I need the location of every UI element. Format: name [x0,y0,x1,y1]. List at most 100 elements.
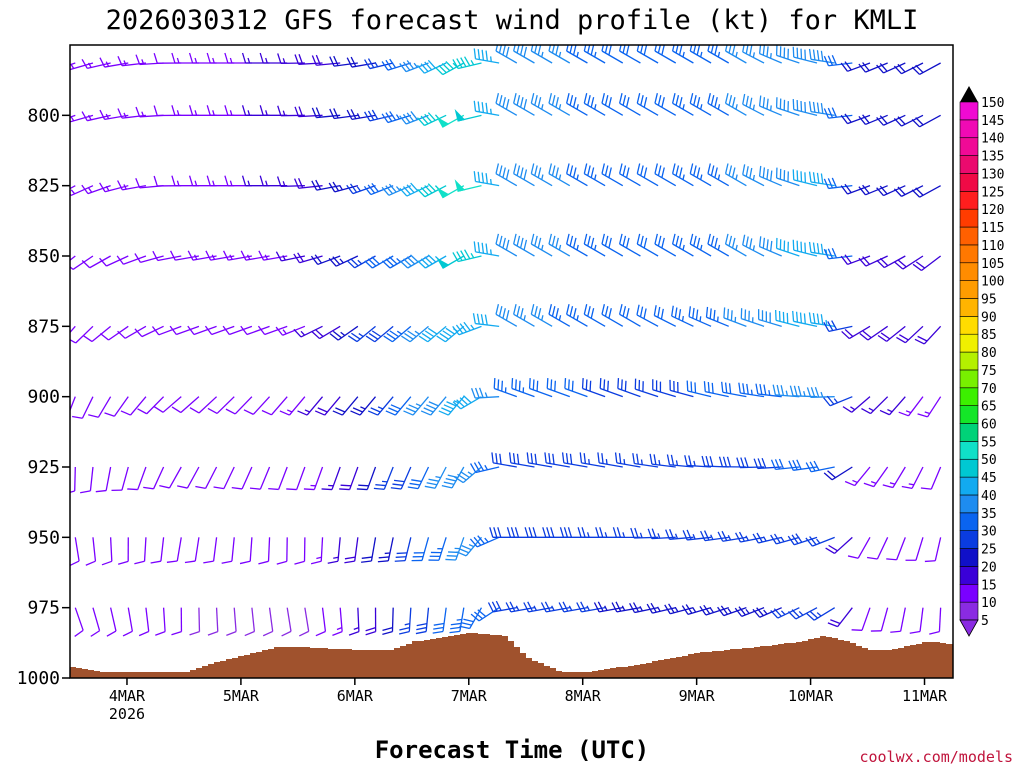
colorbar-label: 80 [981,346,997,361]
barb-feather [657,306,661,318]
barb-half-feather [682,104,685,110]
wind-barb [758,45,782,64]
barb-feather [150,560,162,564]
barb-feather [668,603,675,614]
barb-feather [675,45,679,54]
barb-feather [80,490,91,494]
barb-staff [124,325,147,339]
x-tick-label: 4MAR [109,687,146,705]
barb-half-feather [541,244,544,251]
wind-barb [470,387,500,399]
barb-half-feather [212,180,215,186]
barb-feather [396,552,408,555]
wind-barb [636,304,659,327]
barb-feather [184,560,196,564]
barb-feather [498,235,503,247]
wind-barb [117,180,147,191]
barb-feather [385,258,394,267]
barb-staff [163,677,165,678]
wind-barb [441,466,465,489]
barb-feather [766,46,769,57]
barb-feather [566,304,570,315]
barb-feather [390,487,402,490]
barb-feather [823,397,831,407]
barb-feather [617,378,620,389]
wind-barb [893,185,924,197]
barb-feather [571,380,574,392]
barb-feather [470,388,476,399]
wind-barb [671,45,694,64]
wind-barb [792,310,818,327]
barb-feather [424,485,436,489]
wind-barb [863,466,889,488]
barb-feather [239,560,251,565]
colorbar-box [959,387,979,406]
wind-barb [314,396,341,416]
barb-feather [625,167,630,178]
barb-staff [847,114,871,125]
wind-barb [70,466,76,493]
barb-feather [773,533,781,544]
wind-barb [294,537,306,565]
barb-feather [696,45,701,56]
barb-feather [519,237,524,249]
barb-feather [705,306,709,318]
wind-barb [399,111,429,125]
wind-barb [145,677,147,678]
barb-feather [402,113,411,123]
barb-feather [730,310,733,321]
wind-barb [861,396,889,415]
wind-barb [294,106,323,118]
barb-feather [383,335,393,343]
wind-barb [452,249,482,263]
wind-barb [583,304,606,327]
barb-feather [604,95,609,106]
wind-barb [841,325,871,340]
barb-half-feather [870,481,877,484]
wind-barb [411,537,430,562]
wind-barb [546,377,571,398]
wind-barb [99,255,129,267]
colorbar-label: 5 [981,614,989,629]
barb-feather [820,50,824,62]
barb-feather [681,605,689,615]
barb-feather [686,529,692,540]
wind-barb [912,255,942,272]
barb-feather [513,304,517,315]
wind-barb [775,167,800,187]
barb-feather [70,120,71,122]
barb-feather [314,410,326,416]
colorbar-box [959,137,979,156]
barb-staff [233,607,237,632]
barb-feather [555,308,559,319]
barb-staff [867,325,889,341]
wind-barb [224,105,252,116]
wind-barb [420,396,447,416]
x-tick-label: 5MAR [223,687,260,705]
barb-feather [548,163,553,174]
barb-half-feather [692,607,697,613]
wind-barb [416,59,447,74]
wind-barb [171,105,199,116]
colorbar-label: 105 [981,257,1004,272]
wind-barb [261,396,288,416]
barb-half-feather [674,606,679,613]
barb-feather [432,630,444,634]
barb-half-feather [752,104,755,110]
barb-feather [724,163,729,174]
barb-staff [268,607,274,632]
barb-feather [439,332,449,340]
y-tick-label: 950 [27,527,60,548]
wind-barb [473,241,500,257]
wind-barb [134,253,164,263]
barb-feather [294,54,300,65]
wind-barb [840,113,871,125]
barb-feather [367,58,375,68]
barb-half-feather [780,610,786,616]
barb-feather [117,55,123,67]
barb-feather [170,250,176,261]
barb-feather [460,57,467,67]
wind-barb [407,466,430,490]
barb-feather [567,379,570,390]
wind-barb [241,52,270,64]
